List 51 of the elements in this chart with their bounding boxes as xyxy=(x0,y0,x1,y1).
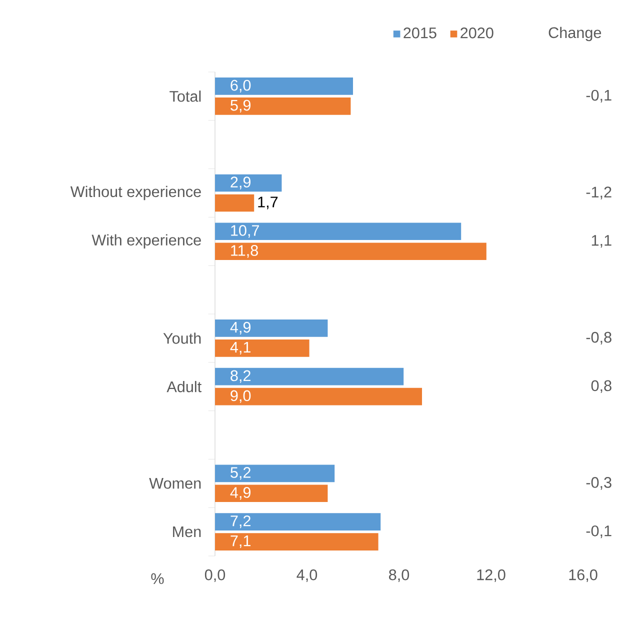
bar xyxy=(215,533,378,550)
bar xyxy=(215,78,353,95)
data-label: 4,9 xyxy=(230,487,251,500)
y-tick-label: Men xyxy=(173,526,201,538)
bar xyxy=(215,242,486,260)
bar xyxy=(215,174,282,192)
bar xyxy=(215,388,422,406)
bar xyxy=(215,464,335,482)
bar xyxy=(215,513,381,530)
bar xyxy=(215,222,462,240)
data-label: 4,1 xyxy=(230,342,250,354)
data-label: 7,2 xyxy=(230,515,250,528)
x-tick-label: 16,0 xyxy=(569,569,598,582)
data-label: 9,0 xyxy=(230,390,251,403)
x-tick-label: 8,0 xyxy=(389,569,410,582)
bar xyxy=(215,320,328,337)
data-label: 8,2 xyxy=(230,370,250,383)
legend-label: 2020 xyxy=(460,27,494,38)
text: Change xyxy=(548,26,602,42)
y-tick-label: Women xyxy=(149,478,201,489)
data-label: 1,7 xyxy=(258,196,278,210)
text: -0,1 xyxy=(586,90,612,103)
text: 0,8 xyxy=(591,380,612,393)
data-label: 4,9 xyxy=(230,322,251,335)
x-tick-label: 0,0 xyxy=(204,569,226,582)
y-tick-label: Youth xyxy=(163,332,201,344)
data-label: 10,7 xyxy=(231,225,260,238)
data-label: 5,2 xyxy=(230,467,250,480)
bar xyxy=(215,194,254,212)
bar xyxy=(215,368,404,386)
y-tick-label: Total xyxy=(170,90,201,102)
x-tick-label: 12,0 xyxy=(477,569,506,582)
bar xyxy=(215,98,351,115)
data-label: 5,9 xyxy=(230,100,251,113)
text: -0,3 xyxy=(586,477,612,490)
text: -0,8 xyxy=(586,332,612,345)
data-label: 2,9 xyxy=(230,176,251,190)
y-tick-label: Without experience xyxy=(70,186,201,200)
y-tick-label: Adult xyxy=(166,380,202,392)
data-label: 6,0 xyxy=(230,80,251,93)
text: -0,1 xyxy=(586,525,612,538)
text: -1,2 xyxy=(586,186,612,200)
text: 1,1 xyxy=(592,235,612,248)
data-label: 11,8 xyxy=(231,245,258,258)
x-tick-label: 4,0 xyxy=(296,569,318,582)
bar xyxy=(215,484,328,502)
y-tick-label: With experience xyxy=(92,234,201,249)
bar xyxy=(215,340,310,357)
data-label: 7,1 xyxy=(230,536,250,548)
x-axis-title: % xyxy=(151,573,164,584)
legend-label: 2015 xyxy=(404,27,436,38)
